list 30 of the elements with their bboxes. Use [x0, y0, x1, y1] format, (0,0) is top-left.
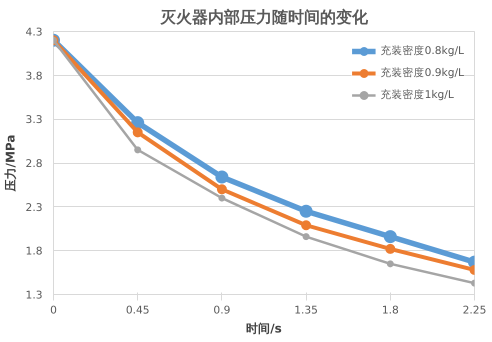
x-axis-title: 时间/s — [246, 322, 282, 336]
y-tick-label: 1.8 — [26, 244, 43, 258]
x-tick-label: 2.25 — [462, 304, 486, 316]
point — [384, 230, 397, 244]
point — [385, 244, 396, 254]
point — [218, 194, 226, 202]
y-axis-title: 压力/MPa — [4, 134, 18, 192]
legend-label: 充装密度0.9kg/L — [380, 66, 464, 80]
point — [134, 146, 142, 154]
point — [215, 170, 228, 184]
point — [300, 204, 313, 218]
legend-label: 充装密度0.8kg/L — [380, 44, 464, 58]
x-tick-label: 0.45 — [126, 304, 150, 316]
x-tick-label: 0.9 — [213, 304, 231, 316]
x-tick-label: 0 — [50, 304, 58, 316]
x-tick-label: 1.8 — [382, 304, 399, 316]
point — [302, 233, 310, 240]
legend-label: 充装密度1kg/L — [380, 88, 454, 102]
y-tick-label: 3.8 — [26, 69, 43, 82]
chart-title: 灭火器内部压力随时间的变化 — [160, 8, 369, 26]
y-tick-label: 2.3 — [26, 200, 43, 214]
y-tick-label: 2.8 — [26, 157, 43, 170]
point — [386, 260, 394, 268]
point — [132, 127, 143, 138]
y-tick-label: 1.3 — [26, 288, 43, 302]
x-tick-label: 1.35 — [294, 304, 318, 316]
y-tick-label: 4.3 — [26, 26, 43, 38]
point — [301, 220, 312, 230]
point — [216, 184, 227, 194]
y-tick-label: 3.3 — [26, 113, 43, 126]
